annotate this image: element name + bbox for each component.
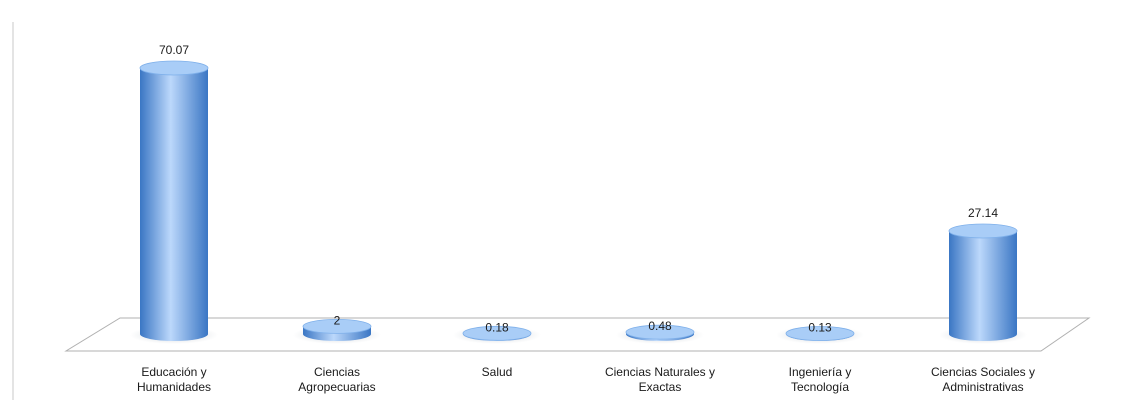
bar-1 [130, 60, 218, 344]
bar-top [302, 319, 372, 334]
bar-top [625, 324, 695, 340]
category-label-1: Educación y Humanidades [137, 365, 211, 394]
category-label-6: Ciencias Sociales y Administrativas [931, 365, 1035, 394]
data-label-2: 2 [334, 313, 341, 327]
bar-2 [293, 319, 381, 344]
category-label-2: Ciencias Agropecuarias [298, 365, 375, 394]
bar-top [139, 60, 209, 76]
category-label-5: Ingeniería y Tecnología [789, 365, 852, 394]
bar-top [785, 326, 855, 341]
data-label-6: 27.14 [968, 206, 998, 220]
bar-top [462, 325, 532, 341]
category-label-3: Salud [482, 365, 513, 379]
category-label-4: Ciencias Naturales y Exactas [605, 365, 715, 394]
bar-4 [616, 324, 704, 344]
bar-5 [776, 326, 864, 344]
bar-body [140, 68, 208, 341]
bar-6 [939, 223, 1027, 344]
data-label-3: 0.18 [485, 320, 509, 334]
bar-top [948, 223, 1018, 239]
chart-floor [64, 317, 1091, 352]
data-label-4: 0.48 [648, 319, 672, 333]
data-label-5: 0.13 [808, 321, 832, 335]
bar-body [949, 230, 1017, 341]
bar-3 [453, 325, 541, 344]
data-label-1: 70.07 [159, 43, 189, 57]
